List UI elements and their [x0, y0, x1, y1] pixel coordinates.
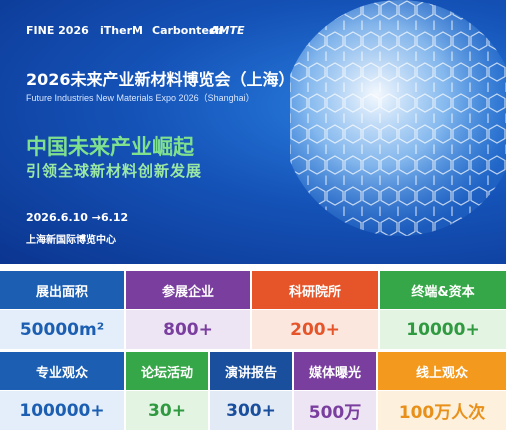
stat-value: 500万 [294, 391, 376, 430]
stat-label: 参展企业 [126, 271, 250, 309]
stat-label: 线上观众 [378, 352, 506, 390]
stat-label: 科研院所 [252, 271, 378, 309]
logo: iTherM [100, 24, 143, 37]
stat-label: 媒体曝光 [294, 352, 376, 390]
stat-value: 800+ [126, 310, 250, 349]
logo: Carbontech [152, 24, 224, 37]
stat-value: 30+ [126, 391, 208, 430]
subtitle: Future Industries New Materials Expo 202… [26, 93, 255, 103]
stat-value: 100万人次 [378, 391, 506, 430]
stat-label: 展出面积 [0, 271, 124, 309]
stat-label: 专业观众 [0, 352, 124, 390]
stat-label: 演讲报告 [210, 352, 292, 390]
venue: 上海新国际博览中心 [26, 235, 116, 246]
title: 2026未来产业新材料博览会（上海） [26, 70, 295, 89]
slogan: 中国未来产业崛起 [26, 135, 194, 159]
slogan: 引领全球新材料创新发展 [26, 162, 203, 180]
logo: AMTE [210, 24, 245, 37]
stat-value: 50000m² [0, 310, 124, 349]
date: 2026.6.10 →6.12 [26, 211, 129, 224]
logo: FINE 2026 [26, 24, 89, 37]
banner: FINE 2026 iTherM Carbontech AMTE 2026未来产… [0, 0, 506, 264]
stat-value: 300+ [210, 391, 292, 430]
globe [290, 0, 506, 236]
stat-label: 终端&资本 [380, 271, 506, 309]
stat-value: 200+ [252, 310, 378, 349]
stat-label: 论坛活动 [126, 352, 208, 390]
stat-value: 10000+ [380, 310, 506, 349]
stat-value: 100000+ [0, 391, 124, 430]
